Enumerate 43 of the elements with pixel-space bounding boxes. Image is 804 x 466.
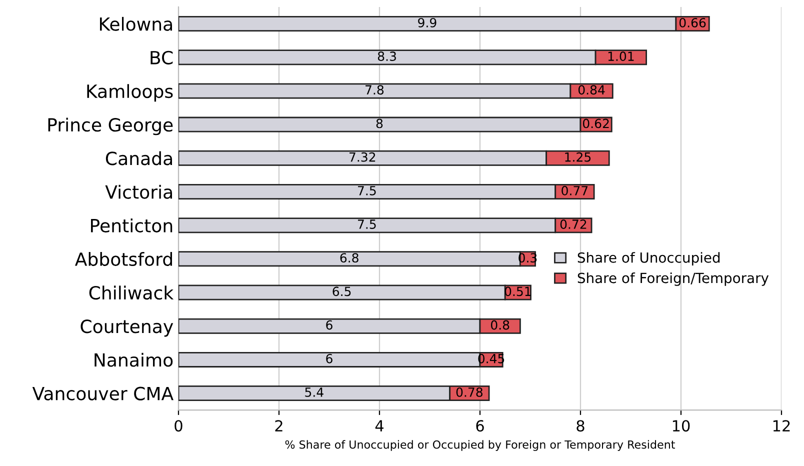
data-label: 1.25 bbox=[565, 152, 591, 162]
data-label: 1.01 bbox=[608, 52, 634, 62]
y-tick-label: Kelowna bbox=[100, 16, 172, 31]
x-tick-label: 10 bbox=[672, 420, 690, 432]
y-tick-label: Kamloops bbox=[87, 84, 173, 102]
data-label: 0.62 bbox=[582, 118, 609, 128]
data-label: 6.8 bbox=[340, 253, 358, 263]
legend-label: Share of Unoccupied bbox=[578, 252, 720, 266]
data-label: 0.78 bbox=[456, 387, 482, 397]
y-tick-label: Canada bbox=[106, 151, 172, 166]
x-tick-label: 8 bbox=[576, 420, 584, 432]
x-axis-title: % Share of Unoccupied or Occupied by Foreign or Temporary Resident bbox=[285, 440, 676, 451]
data-label: 0.8 bbox=[490, 320, 510, 330]
data-label: 7.5 bbox=[358, 186, 376, 196]
data-label: 0.77 bbox=[562, 186, 588, 196]
x-tick-label: 2 bbox=[275, 420, 282, 432]
data-label: 7.5 bbox=[358, 220, 376, 229]
x-tick-label: 4 bbox=[375, 420, 384, 432]
data-label: 6 bbox=[326, 320, 332, 330]
y-tick-label: Penticton bbox=[91, 218, 172, 232]
legend-label: Share of Foreign/Temporary bbox=[578, 272, 769, 286]
data-label: 0.84 bbox=[578, 85, 605, 95]
data-label: 8 bbox=[376, 118, 383, 128]
data-label: 5.4 bbox=[305, 388, 324, 397]
y-tick-label: Victoria bbox=[105, 184, 172, 199]
data-label: 0.66 bbox=[679, 18, 706, 28]
y-tick-label: Courtenay bbox=[80, 320, 174, 337]
y-tick-label: Prince George bbox=[48, 118, 173, 136]
x-tick-label: 6 bbox=[476, 420, 484, 432]
y-tick-label: Chiliwack bbox=[89, 286, 174, 300]
data-label: 7.8 bbox=[366, 85, 384, 95]
x-tick-label: 0 bbox=[174, 420, 182, 432]
y-tick-label: Vancouver CMA bbox=[32, 386, 174, 400]
data-label: 8.3 bbox=[378, 52, 396, 62]
x-tick-label: 12 bbox=[773, 420, 790, 432]
y-tick-label: BC bbox=[150, 50, 173, 64]
data-label: 9.9 bbox=[418, 18, 436, 28]
data-label: 6.5 bbox=[332, 286, 351, 296]
y-tick-label: Abbotsford bbox=[74, 252, 172, 266]
data-label: 6 bbox=[326, 354, 332, 364]
data-label: 0.72 bbox=[560, 220, 586, 229]
data-label: 7.32 bbox=[350, 152, 376, 162]
y-tick-label: Nanaimo bbox=[94, 352, 173, 367]
